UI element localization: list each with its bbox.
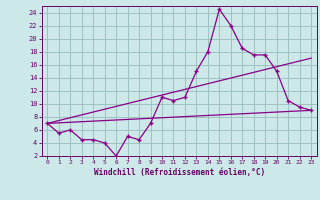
- X-axis label: Windchill (Refroidissement éolien,°C): Windchill (Refroidissement éolien,°C): [94, 168, 265, 177]
